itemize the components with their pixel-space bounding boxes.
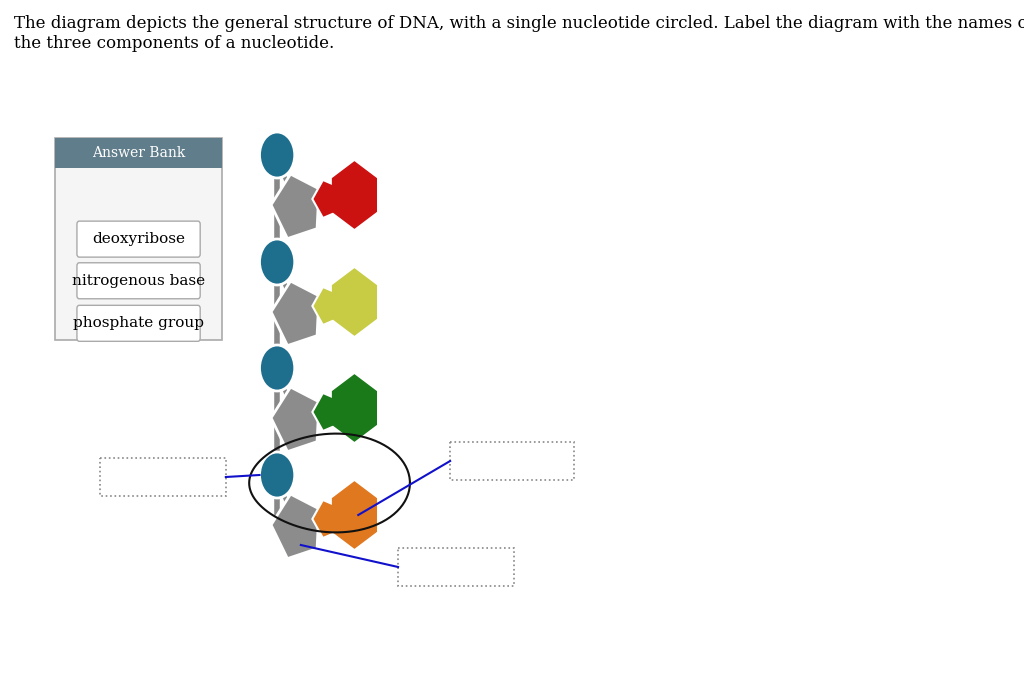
- Polygon shape: [312, 393, 340, 431]
- Polygon shape: [312, 180, 340, 218]
- Polygon shape: [333, 269, 376, 335]
- Polygon shape: [271, 387, 319, 452]
- FancyBboxPatch shape: [77, 221, 200, 257]
- Polygon shape: [271, 281, 319, 345]
- Polygon shape: [271, 494, 319, 559]
- Text: The diagram depicts the general structure of DNA, with a single nucleotide circl: The diagram depicts the general structur…: [13, 15, 1024, 52]
- Polygon shape: [312, 500, 340, 538]
- Ellipse shape: [259, 239, 295, 285]
- Ellipse shape: [259, 452, 295, 498]
- FancyBboxPatch shape: [55, 138, 222, 168]
- Polygon shape: [312, 287, 340, 325]
- Ellipse shape: [259, 132, 295, 178]
- Polygon shape: [271, 174, 319, 238]
- Text: phosphate group: phosphate group: [73, 317, 204, 331]
- FancyBboxPatch shape: [77, 263, 200, 298]
- FancyBboxPatch shape: [77, 305, 200, 341]
- Polygon shape: [333, 482, 376, 548]
- Polygon shape: [333, 162, 376, 228]
- Ellipse shape: [259, 345, 295, 391]
- Text: deoxyribose: deoxyribose: [92, 232, 185, 246]
- Text: nitrogenous base: nitrogenous base: [72, 274, 205, 288]
- Polygon shape: [333, 375, 376, 441]
- FancyBboxPatch shape: [55, 138, 222, 340]
- Text: Answer Bank: Answer Bank: [92, 146, 185, 160]
